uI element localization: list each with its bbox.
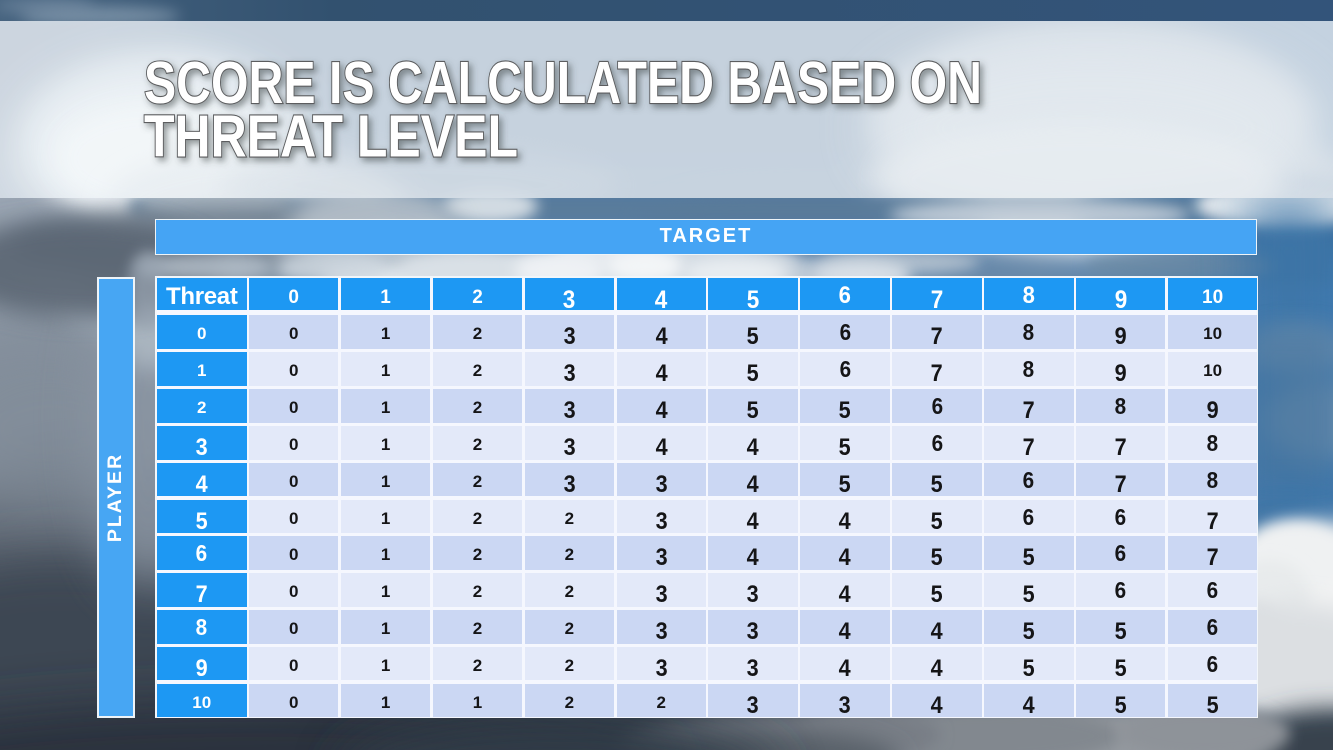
svg-text:SCORE IS CALCULATED BASED ON: SCORE IS CALCULATED BASED ON bbox=[144, 50, 982, 116]
svg-text:THREAT LEVEL: THREAT LEVEL bbox=[144, 104, 518, 170]
